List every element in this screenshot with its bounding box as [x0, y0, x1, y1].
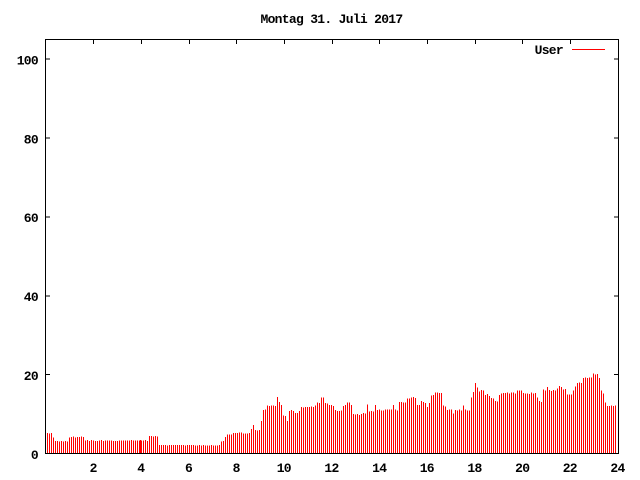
svg-text:0: 0 — [31, 448, 39, 463]
svg-text:Montag 31. Juli 2017: Montag 31. Juli 2017 — [260, 12, 402, 27]
svg-text:8: 8 — [233, 461, 241, 476]
svg-text:User: User — [535, 43, 563, 58]
svg-text:60: 60 — [24, 211, 39, 226]
svg-text:12: 12 — [324, 461, 339, 476]
svg-text:20: 20 — [515, 461, 530, 476]
svg-text:40: 40 — [24, 290, 39, 305]
svg-text:14: 14 — [372, 461, 387, 476]
svg-text:10: 10 — [277, 461, 292, 476]
svg-text:24: 24 — [610, 461, 625, 476]
svg-text:4: 4 — [137, 461, 145, 476]
svg-text:100: 100 — [17, 54, 39, 69]
svg-text:80: 80 — [24, 132, 39, 147]
svg-text:22: 22 — [563, 461, 578, 476]
svg-text:18: 18 — [467, 461, 482, 476]
svg-text:20: 20 — [24, 369, 39, 384]
svg-text:16: 16 — [420, 461, 435, 476]
svg-text:2: 2 — [90, 461, 98, 476]
svg-text:6: 6 — [185, 461, 193, 476]
